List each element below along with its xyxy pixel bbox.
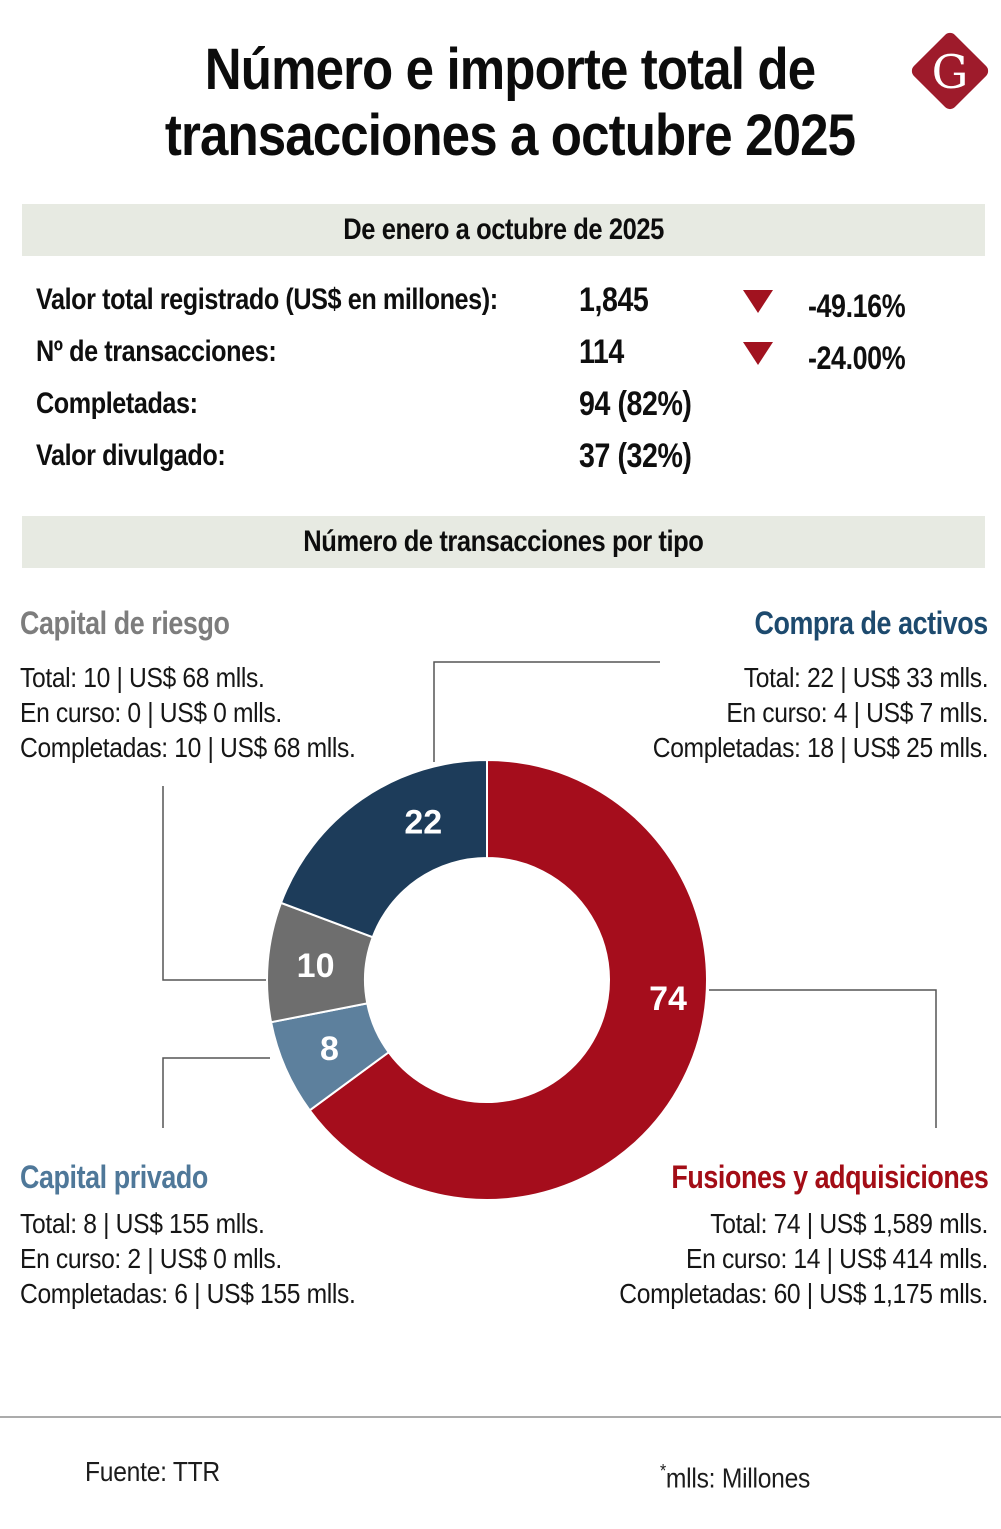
donut-segment-compra-de-activos xyxy=(279,758,488,939)
connector-line-0 xyxy=(433,661,660,762)
detail-completadas: Completadas: 18 | US$ 25 mlls. xyxy=(652,732,989,763)
stat-value: 1,845 xyxy=(579,281,649,319)
stat-label: Completadas: xyxy=(36,387,198,420)
detail-total: Total: 8 | US$ 155 mlls. xyxy=(20,1208,265,1239)
stat-row-completadas: Completadas: 94 (82%) xyxy=(0,378,1001,430)
source-label: Fuente: TTR xyxy=(85,1456,220,1487)
segment-heading-capital-privado: Capital privado xyxy=(20,1159,208,1195)
stat-row-num-transacciones: Nº de transacciones: 114 -24.00% xyxy=(0,326,1001,378)
page-title-line2: transacciones a octubre 2025 xyxy=(164,103,856,168)
segment-details-capital-privado: Total: 8 | US$ 155 mlls. En curso: 2 | U… xyxy=(20,1206,356,1311)
by-type-section-bar: Número de transacciones por tipo xyxy=(22,516,985,568)
decrease-triangle-icon xyxy=(743,342,773,365)
stat-row-valor-divulgado: Valor divulgado: 37 (32%) xyxy=(0,430,1001,482)
logo-letter: G xyxy=(931,45,969,99)
segment-heading-compra-de-activos: Compra de activos xyxy=(754,605,989,641)
stat-delta: -49.16% xyxy=(808,288,906,324)
donut-value-label-capital-privado: 8 xyxy=(320,1030,339,1068)
detail-total: Total: 10 | US$ 68 mlls. xyxy=(20,662,265,693)
detail-total: Total: 22 | US$ 33 mlls. xyxy=(743,662,989,693)
detail-en-curso: En curso: 14 | US$ 414 mlls. xyxy=(686,1243,988,1274)
page-title: Número e importe total de transacciones … xyxy=(88,37,933,169)
by-type-section-title: Número de transacciones por tipo xyxy=(303,525,704,558)
donut-segment-capital-de-riesgo xyxy=(266,901,375,1024)
stat-label: Valor divulgado: xyxy=(36,439,226,472)
gestion-logo: G xyxy=(908,29,992,113)
detail-completadas: Completadas: 10 | US$ 68 mlls. xyxy=(20,732,356,763)
stat-value: 114 xyxy=(579,333,624,371)
segment-heading-fusiones-y-adquisiciones: Fusiones y adquisiciones xyxy=(670,1159,988,1195)
donut-value-label-capital-de-riesgo: 10 xyxy=(297,947,335,985)
segment-heading-capital-de-riesgo: Capital de riesgo xyxy=(20,605,230,641)
stat-label: Nº de transacciones: xyxy=(36,335,277,368)
page-title-line1: Número e importe total de xyxy=(204,37,816,102)
stat-row-valor-total: Valor total registrado (US$ en millones)… xyxy=(0,274,1001,326)
connector-line-3 xyxy=(709,989,937,1128)
donut-segment-capital-privado xyxy=(269,1002,391,1112)
detail-completadas: Completadas: 60 | US$ 1,175 mlls. xyxy=(619,1278,988,1309)
connector-line-1 xyxy=(162,786,267,981)
donut-value-label-fusiones-y-adquisiciones: 74 xyxy=(649,980,687,1018)
decrease-triangle-icon xyxy=(743,290,773,313)
footnote-label: *mlls: Millones xyxy=(660,1461,810,1494)
detail-total: Total: 74 | US$ 1,589 mlls. xyxy=(710,1208,988,1239)
detail-en-curso: En curso: 0 | US$ 0 mlls. xyxy=(20,697,282,728)
stat-value: 37 (32%) xyxy=(579,437,692,475)
footnote-text: mlls: Millones xyxy=(665,1462,811,1494)
detail-en-curso: En curso: 2 | US$ 0 mlls. xyxy=(20,1243,282,1274)
donut-value-label-compra-de-activos: 22 xyxy=(404,803,442,841)
stat-delta: -24.00% xyxy=(808,340,906,376)
footnote-asterisk: * xyxy=(660,1461,666,1481)
footer-divider xyxy=(0,1416,1001,1418)
segment-details-capital-de-riesgo: Total: 10 | US$ 68 mlls. En curso: 0 | U… xyxy=(20,660,356,765)
stat-label: Valor total registrado (US$ en millones)… xyxy=(36,283,498,316)
donut-segment-fusiones-y-adquisiciones xyxy=(308,758,708,1201)
detail-en-curso: En curso: 4 | US$ 7 mlls. xyxy=(726,697,988,728)
detail-completadas: Completadas: 6 | US$ 155 mlls. xyxy=(20,1278,356,1309)
connector-line-2 xyxy=(162,1057,270,1128)
stat-value: 94 (82%) xyxy=(579,385,692,423)
segment-details-fusiones-y-adquisiciones: Total: 74 | US$ 1,589 mlls. En curso: 14… xyxy=(619,1206,988,1311)
summary-section-title: De enero a octubre de 2025 xyxy=(343,213,664,246)
summary-section-bar: De enero a octubre de 2025 xyxy=(22,204,985,256)
segment-details-compra-de-activos: Total: 22 | US$ 33 mlls. En curso: 4 | U… xyxy=(652,660,989,765)
